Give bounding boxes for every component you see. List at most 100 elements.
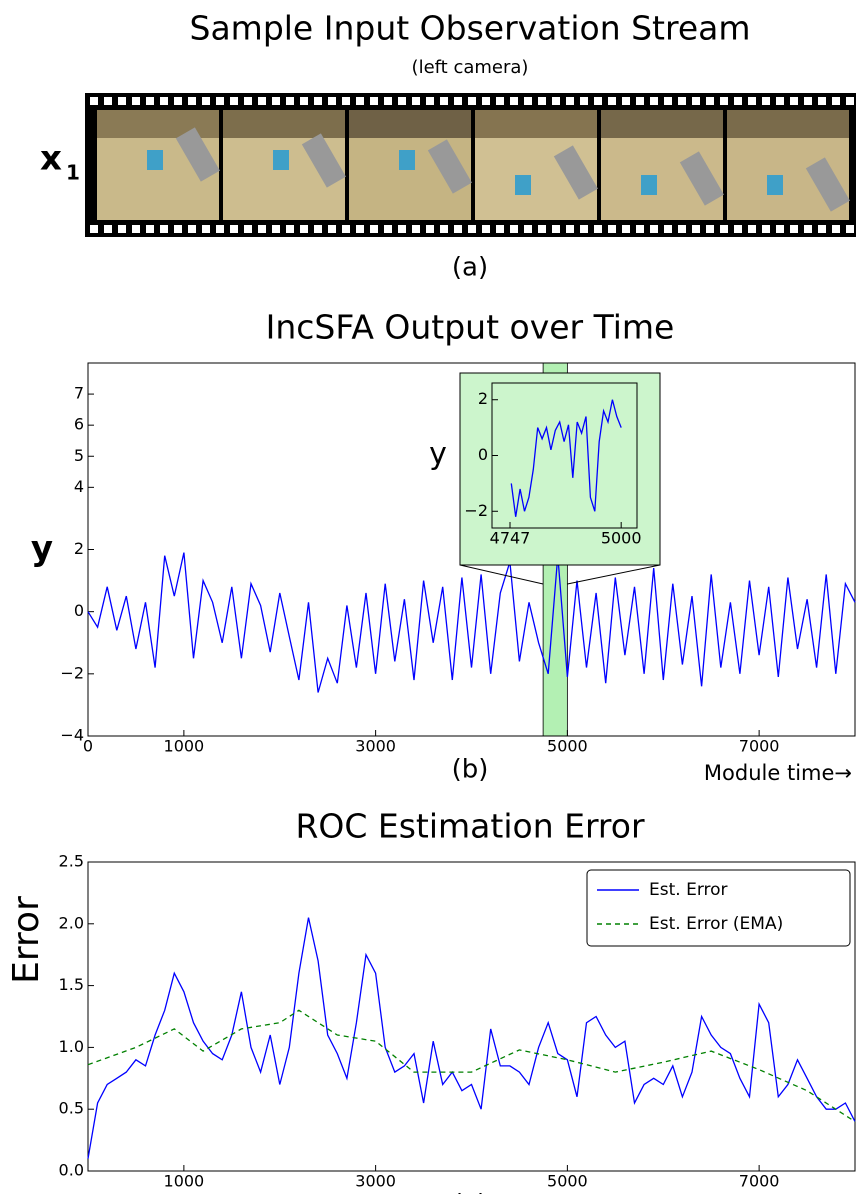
sprocket (286, 225, 294, 233)
y-tick-label: 7 (74, 384, 84, 403)
arm (427, 139, 472, 194)
sprocket (650, 225, 658, 233)
frame-shadow (601, 110, 723, 138)
frame-shadow (349, 110, 471, 138)
arm (679, 151, 724, 206)
sprocket (496, 97, 504, 105)
sprocket (608, 225, 616, 233)
sprocket (734, 97, 742, 105)
sprocket (454, 225, 462, 233)
sprocket (174, 225, 182, 233)
frame-shadow (475, 110, 597, 138)
y-tick-label: 5 (74, 446, 84, 465)
sprocket (468, 97, 476, 105)
sprocket (510, 97, 518, 105)
sprocket (300, 97, 308, 105)
cup (515, 175, 531, 195)
x-tick-label: 0 (83, 737, 93, 756)
sprocket (818, 225, 826, 233)
sprocket (832, 97, 840, 105)
sprocket (776, 97, 784, 105)
y-tick-label: 0.5 (59, 1099, 84, 1118)
series-line (87, 552, 856, 693)
sprocket (356, 97, 364, 105)
x-tick-label: 1000 (164, 737, 205, 756)
sprocket (664, 225, 672, 233)
y-label: Error (6, 896, 47, 984)
sprocket (314, 97, 322, 105)
sprocket (524, 97, 532, 105)
sprocket (454, 97, 462, 105)
sprocket (384, 225, 392, 233)
sprocket (608, 97, 616, 105)
connector (459, 564, 544, 585)
sprocket (790, 97, 798, 105)
sprocket (706, 225, 714, 233)
series-line (87, 917, 856, 1159)
sprocket (566, 225, 574, 233)
sprocket (370, 97, 378, 105)
sprocket (286, 97, 294, 105)
sprocket (692, 225, 700, 233)
sprocket (118, 225, 126, 233)
sprocket (104, 225, 112, 233)
sprocket (846, 97, 854, 105)
sprocket (244, 225, 252, 233)
y-tick-label: 2 (478, 389, 488, 408)
legend-label: Est. Error (649, 880, 728, 900)
legend-label: Est. Error (EMA) (649, 914, 783, 934)
y-tick-label: 2.0 (59, 913, 84, 932)
series-line (510, 399, 622, 517)
y-tick-label: 1.0 (59, 1037, 84, 1056)
sprocket (776, 225, 784, 233)
y-tick-label: −2 (464, 501, 488, 520)
x-tick-label: 5000 (547, 737, 588, 756)
sprocket (398, 97, 406, 105)
sprocket (636, 97, 644, 105)
sprocket (160, 97, 168, 105)
sprocket (762, 225, 770, 233)
x-tick-label: 3000 (355, 1172, 396, 1191)
sprocket (426, 225, 434, 233)
row-label: x (40, 139, 62, 179)
sprocket (188, 97, 196, 105)
sprocket (622, 225, 630, 233)
sprocket (720, 225, 728, 233)
arm (301, 133, 346, 188)
sprocket (440, 225, 448, 233)
x-tick-label: 1000 (164, 1172, 205, 1191)
y-tick-label: 0.0 (59, 1161, 84, 1180)
sprocket (216, 225, 224, 233)
x-tick-label: 5000 (601, 529, 642, 548)
sprocket (272, 97, 280, 105)
y-tick-label: 2 (74, 539, 84, 558)
sprocket (678, 225, 686, 233)
sprocket (90, 225, 98, 233)
sprocket (216, 97, 224, 105)
y-tick-label: 2.5 (59, 852, 84, 871)
y-tick-label: 1.5 (59, 975, 84, 994)
connector (567, 564, 661, 585)
sprocket (244, 97, 252, 105)
y-tick-label: 4 (74, 477, 84, 496)
sprocket (328, 97, 336, 105)
sprocket (482, 97, 490, 105)
sprocket (720, 97, 728, 105)
sprocket (146, 97, 154, 105)
sprocket (832, 225, 840, 233)
sprocket (412, 225, 420, 233)
sprocket (538, 97, 546, 105)
sprocket (342, 97, 350, 105)
y-tick-label: −4 (60, 726, 84, 745)
sprocket (594, 97, 602, 105)
sprocket (370, 225, 378, 233)
sprocket (426, 97, 434, 105)
sprocket (90, 97, 98, 105)
sprocket (734, 225, 742, 233)
axes (87, 861, 856, 1172)
sprocket (468, 225, 476, 233)
x-tick-label: 5000 (547, 1172, 588, 1191)
caption: (a) (452, 253, 488, 283)
caption: (c) (453, 1190, 488, 1194)
sprocket (132, 97, 140, 105)
